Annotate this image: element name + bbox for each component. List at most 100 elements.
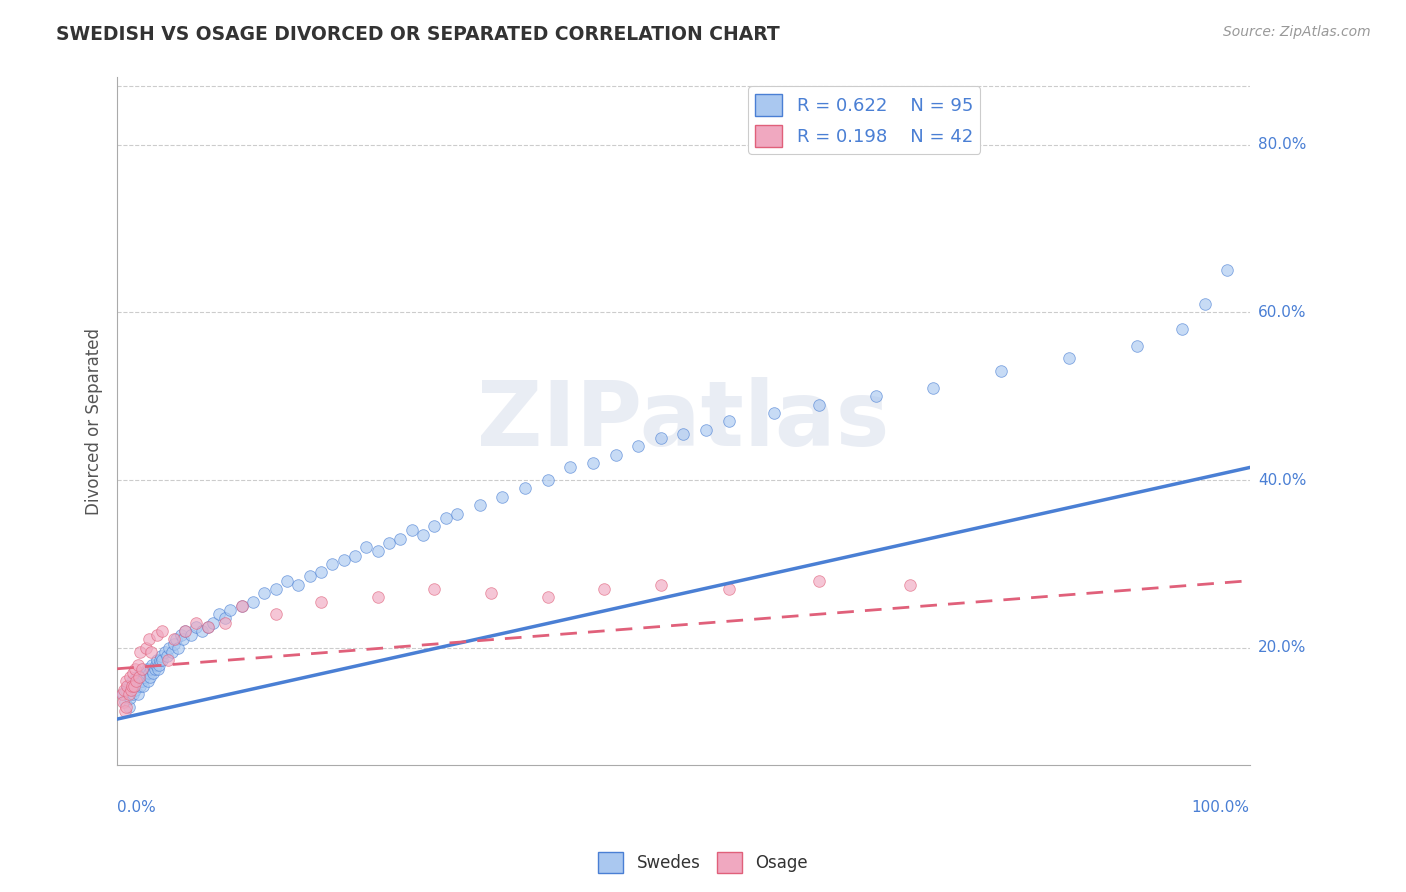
Point <box>165 632 187 647</box>
Point <box>1171 322 1194 336</box>
Point <box>122 679 145 693</box>
Point <box>160 645 183 659</box>
Point <box>536 473 558 487</box>
Point <box>118 691 141 706</box>
Text: SWEDISH VS OSAGE DIVORCED OR SEPARATED CORRELATION CHART: SWEDISH VS OSAGE DIVORCED OR SEPARATED C… <box>56 25 780 44</box>
Point <box>128 679 150 693</box>
Legend: Swedes, Osage: Swedes, Osage <box>592 846 814 880</box>
Point <box>115 674 138 689</box>
Point <box>717 414 740 428</box>
Point <box>356 540 378 554</box>
Point <box>149 653 172 667</box>
Point <box>138 665 160 680</box>
Point <box>139 670 162 684</box>
Point <box>157 653 180 667</box>
Point <box>253 586 276 600</box>
Point <box>695 423 717 437</box>
Point <box>121 674 143 689</box>
Point <box>423 582 446 596</box>
Point <box>593 582 616 596</box>
Point <box>152 624 174 638</box>
Point <box>114 704 136 718</box>
Point <box>434 510 457 524</box>
Point <box>122 687 145 701</box>
Point <box>865 389 887 403</box>
Point <box>1057 351 1080 366</box>
Point <box>115 682 138 697</box>
Point <box>1125 339 1147 353</box>
Point <box>650 578 672 592</box>
Point <box>134 670 156 684</box>
Point <box>163 632 186 647</box>
Point <box>127 687 149 701</box>
Point <box>197 620 219 634</box>
Point <box>156 649 179 664</box>
Point <box>401 524 423 538</box>
Point <box>468 498 491 512</box>
Point <box>131 674 153 689</box>
Point <box>582 456 605 470</box>
Point <box>208 607 231 622</box>
Point <box>141 645 163 659</box>
Point <box>309 566 332 580</box>
Point <box>214 611 236 625</box>
Point <box>146 653 169 667</box>
Point <box>191 624 214 638</box>
Point <box>763 406 786 420</box>
Point <box>125 674 148 689</box>
Text: 100.0%: 100.0% <box>1192 799 1250 814</box>
Point <box>287 578 309 592</box>
Point <box>127 657 149 672</box>
Point <box>111 687 134 701</box>
Point <box>536 591 558 605</box>
Point <box>146 662 169 676</box>
Point <box>124 682 146 697</box>
Point <box>135 662 157 676</box>
Point <box>142 665 165 680</box>
Point <box>122 665 145 680</box>
Point <box>446 507 468 521</box>
Point <box>138 632 160 647</box>
Point <box>114 695 136 709</box>
Point <box>898 578 921 592</box>
Point <box>186 620 208 634</box>
Point <box>276 574 298 588</box>
Point <box>120 682 142 697</box>
Point <box>134 665 156 680</box>
Point <box>111 687 134 701</box>
Point <box>124 662 146 676</box>
Point <box>148 657 170 672</box>
Point <box>115 699 138 714</box>
Point <box>605 448 627 462</box>
Point <box>298 569 321 583</box>
Point <box>197 620 219 634</box>
Point <box>186 615 208 630</box>
Text: 20.0%: 20.0% <box>1258 640 1306 656</box>
Point <box>112 682 135 697</box>
Point <box>118 670 141 684</box>
Point <box>180 628 202 642</box>
Point <box>117 679 139 693</box>
Point <box>169 628 191 642</box>
Point <box>141 657 163 672</box>
Text: 80.0%: 80.0% <box>1258 137 1306 152</box>
Point <box>990 364 1012 378</box>
Point <box>117 687 139 701</box>
Point <box>389 532 412 546</box>
Point <box>717 582 740 596</box>
Text: 0.0%: 0.0% <box>117 799 156 814</box>
Point <box>134 640 156 655</box>
Point <box>167 640 190 655</box>
Point <box>423 519 446 533</box>
Point <box>117 699 139 714</box>
Point <box>136 674 159 689</box>
Point <box>163 637 186 651</box>
Point <box>128 645 150 659</box>
Point <box>650 431 672 445</box>
Point <box>672 426 695 441</box>
Point <box>214 615 236 630</box>
Point <box>131 662 153 676</box>
Point <box>111 695 134 709</box>
Text: 40.0%: 40.0% <box>1258 473 1306 488</box>
Point <box>231 599 253 613</box>
